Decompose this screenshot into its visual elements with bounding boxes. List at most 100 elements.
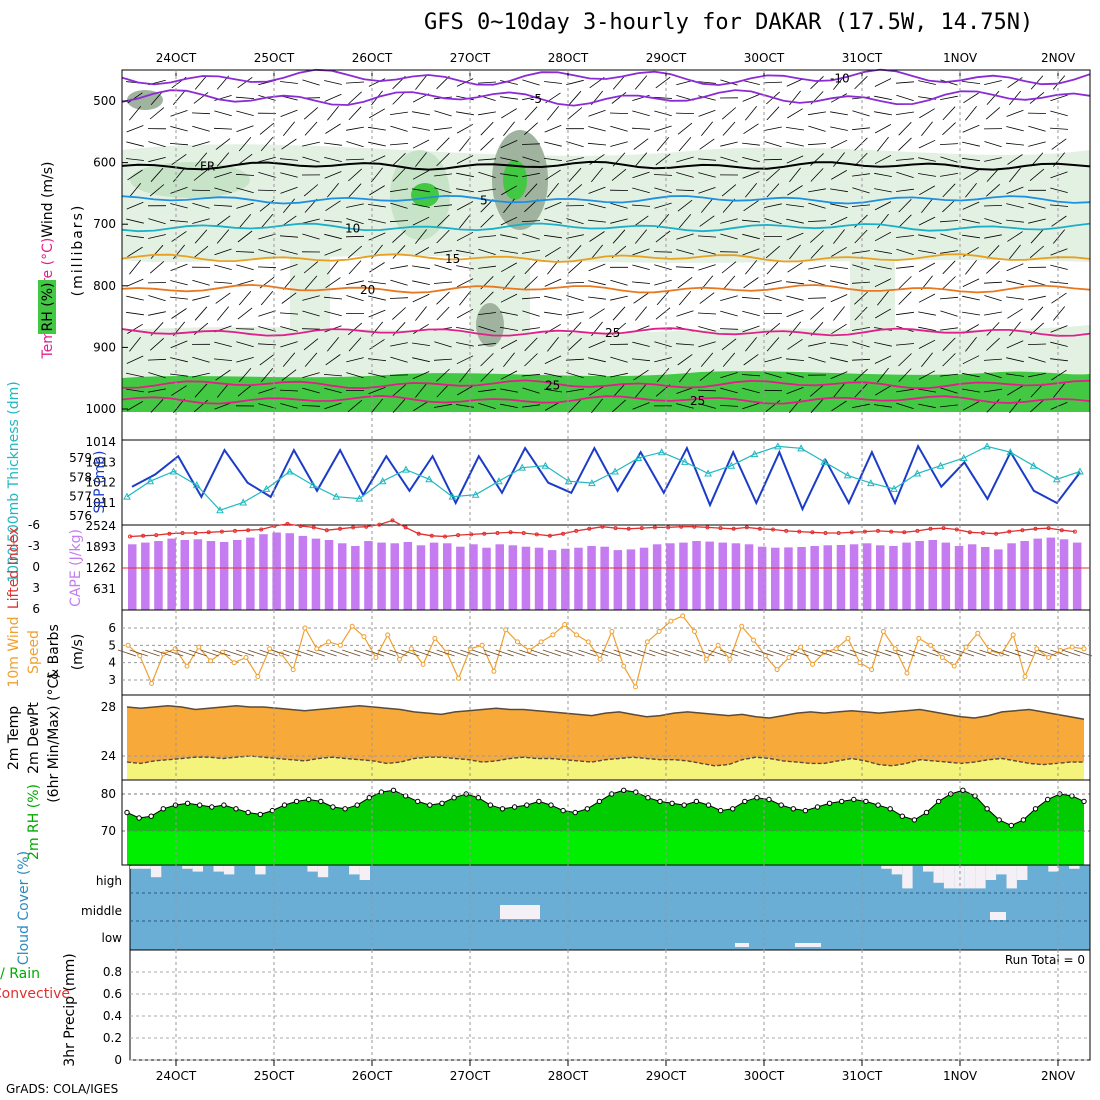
wind-barb — [480, 199, 494, 213]
wind-barb — [918, 339, 936, 349]
wind-barb — [851, 358, 871, 361]
wind-barb — [743, 354, 759, 366]
panel-frame-cloud — [129, 864, 1091, 951]
wind-barb — [390, 265, 408, 270]
wind-barb — [1050, 402, 1068, 410]
wind-barb — [522, 404, 540, 408]
cloud-high-bar — [1017, 866, 1028, 880]
wind-speed-marker — [751, 637, 756, 643]
li-tick-label: 6 — [32, 602, 40, 616]
wind-speed-marker — [644, 639, 650, 645]
wind-barb — [962, 401, 980, 411]
cape-bar — [272, 532, 281, 610]
wind-barb — [215, 138, 231, 150]
wind-barb — [236, 341, 254, 348]
cape-bar — [1020, 541, 1029, 610]
wind-barb — [214, 402, 232, 410]
wind-barb — [983, 358, 1003, 361]
wind-barb — [544, 234, 562, 239]
wind-barb — [282, 121, 296, 136]
surface-wind-barb — [554, 649, 573, 657]
wind-barb — [236, 202, 254, 209]
thickness-marker — [1076, 467, 1084, 475]
wind-barb — [169, 219, 189, 223]
pressure-tick-label: 700 — [93, 217, 116, 231]
wind-barb — [148, 295, 166, 302]
cape-tick-label: 1893 — [85, 540, 116, 554]
wind-barb — [588, 263, 606, 272]
cape-bar — [429, 542, 439, 610]
wind-speed-marker — [880, 629, 886, 634]
wind-barb — [389, 220, 409, 223]
surface-wind-barb — [176, 649, 196, 657]
surface-wind-barb — [401, 649, 420, 657]
wind-barb — [500, 157, 518, 162]
thickness-marker — [611, 467, 619, 475]
cape-bar — [639, 547, 649, 610]
rh2m-ylabel: 2m RH (%) — [26, 784, 42, 860]
lifted-index-marker — [994, 531, 999, 536]
wind-speed-marker — [1069, 644, 1075, 650]
wind-barb — [368, 232, 386, 241]
wind-barb — [566, 141, 584, 148]
lifted-index-marker — [757, 526, 762, 531]
wind-barb — [170, 373, 188, 377]
wind-barb — [854, 152, 868, 167]
surface-wind-barb — [849, 649, 868, 657]
wind-barb — [877, 290, 889, 306]
lifted-index-marker — [902, 530, 907, 535]
wind-barb — [193, 92, 209, 104]
wind-barb — [697, 81, 717, 84]
surface-wind-barb — [1003, 649, 1022, 657]
wind-barb — [874, 111, 892, 116]
cape-bar — [574, 547, 583, 610]
wind-barb — [236, 125, 254, 132]
lifted-index-marker — [390, 518, 395, 523]
wind-speed-marker — [963, 644, 969, 650]
lifted-index-marker — [626, 526, 631, 531]
wind-speed-marker — [845, 635, 851, 641]
wind-barb — [984, 372, 1002, 379]
rh-marker — [257, 811, 263, 818]
wind-barb — [324, 402, 342, 410]
wind-barb — [1007, 308, 1023, 319]
lifted-index-marker — [443, 534, 447, 539]
wind-barb — [126, 278, 144, 287]
wind-barb — [742, 157, 760, 163]
wind-barb — [965, 337, 977, 352]
wind-barb — [456, 278, 474, 288]
wind-barb — [126, 401, 144, 411]
wind-barb — [654, 279, 672, 286]
thickness-marker — [704, 469, 712, 477]
cloud-level-label: low — [102, 931, 123, 945]
rh-marker — [269, 807, 276, 814]
pressure-tick-label: 900 — [93, 340, 116, 354]
thickness-marker — [890, 484, 898, 492]
wind-barb — [1049, 127, 1069, 130]
wind-barb — [478, 248, 496, 255]
wind-barb — [257, 343, 277, 346]
surface-wind-barb — [1073, 649, 1093, 657]
wind-barb — [808, 111, 826, 116]
lifted-index-marker — [639, 526, 644, 531]
lifted-index-marker — [456, 533, 461, 538]
wind-barb — [324, 387, 342, 394]
wind-barb — [742, 233, 760, 240]
wind-barb — [280, 81, 298, 84]
surface-wind-barb — [483, 649, 503, 657]
wind-barb — [898, 214, 912, 228]
wind-barb — [940, 233, 958, 240]
wind-barb — [833, 229, 845, 244]
surface-wind-barb — [837, 649, 857, 657]
wind-speed-marker — [798, 644, 804, 650]
cape-bar — [338, 543, 347, 610]
surface-wind-barb — [578, 649, 597, 657]
wind-barb — [1028, 125, 1046, 132]
wind-barb — [522, 79, 540, 86]
cloud-high-bar — [1006, 866, 1017, 889]
cloud-high-bar — [891, 866, 903, 875]
bottom-date-tick-label: 30OCT — [744, 1069, 785, 1083]
wind-barb — [126, 311, 144, 316]
thickness-marker — [123, 492, 131, 500]
cape-bar — [246, 537, 255, 610]
